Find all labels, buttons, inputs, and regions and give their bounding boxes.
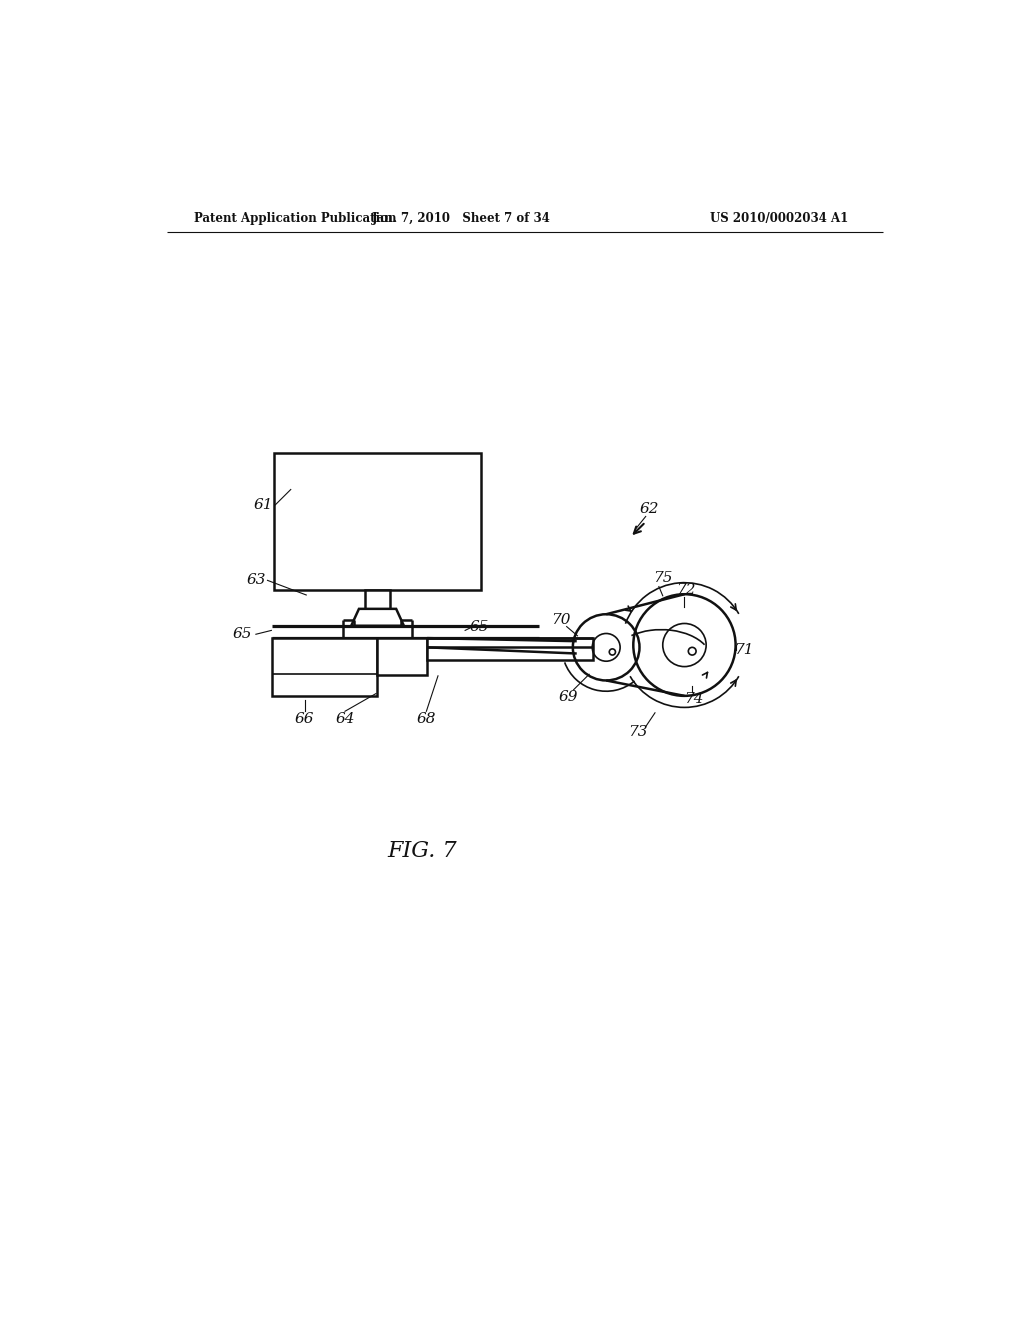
Text: 61: 61 xyxy=(254,498,273,512)
Text: 62: 62 xyxy=(639,502,658,516)
Bar xyxy=(272,638,377,696)
Polygon shape xyxy=(351,609,403,626)
Text: 64: 64 xyxy=(335,711,354,726)
Text: 74: 74 xyxy=(684,692,703,706)
Text: 69: 69 xyxy=(558,690,578,705)
Text: 75: 75 xyxy=(653,572,673,585)
Text: 65: 65 xyxy=(232,627,253,642)
Text: Jan. 7, 2010   Sheet 7 of 34: Jan. 7, 2010 Sheet 7 of 34 xyxy=(372,213,551,224)
Bar xyxy=(427,638,593,660)
Text: 70: 70 xyxy=(551,614,570,627)
Text: 68: 68 xyxy=(417,711,436,726)
Text: 71: 71 xyxy=(734,643,754,656)
Bar xyxy=(273,453,481,590)
Text: FIG. 7: FIG. 7 xyxy=(388,841,458,862)
Text: 66: 66 xyxy=(295,711,314,726)
Text: Patent Application Publication: Patent Application Publication xyxy=(194,213,396,224)
Bar xyxy=(377,638,427,675)
Text: 63: 63 xyxy=(246,573,265,587)
Text: 72: 72 xyxy=(676,582,695,597)
Text: US 2010/0002034 A1: US 2010/0002034 A1 xyxy=(711,213,849,224)
Bar xyxy=(366,590,390,609)
Text: 65: 65 xyxy=(469,619,488,634)
Text: 73: 73 xyxy=(628,725,648,739)
